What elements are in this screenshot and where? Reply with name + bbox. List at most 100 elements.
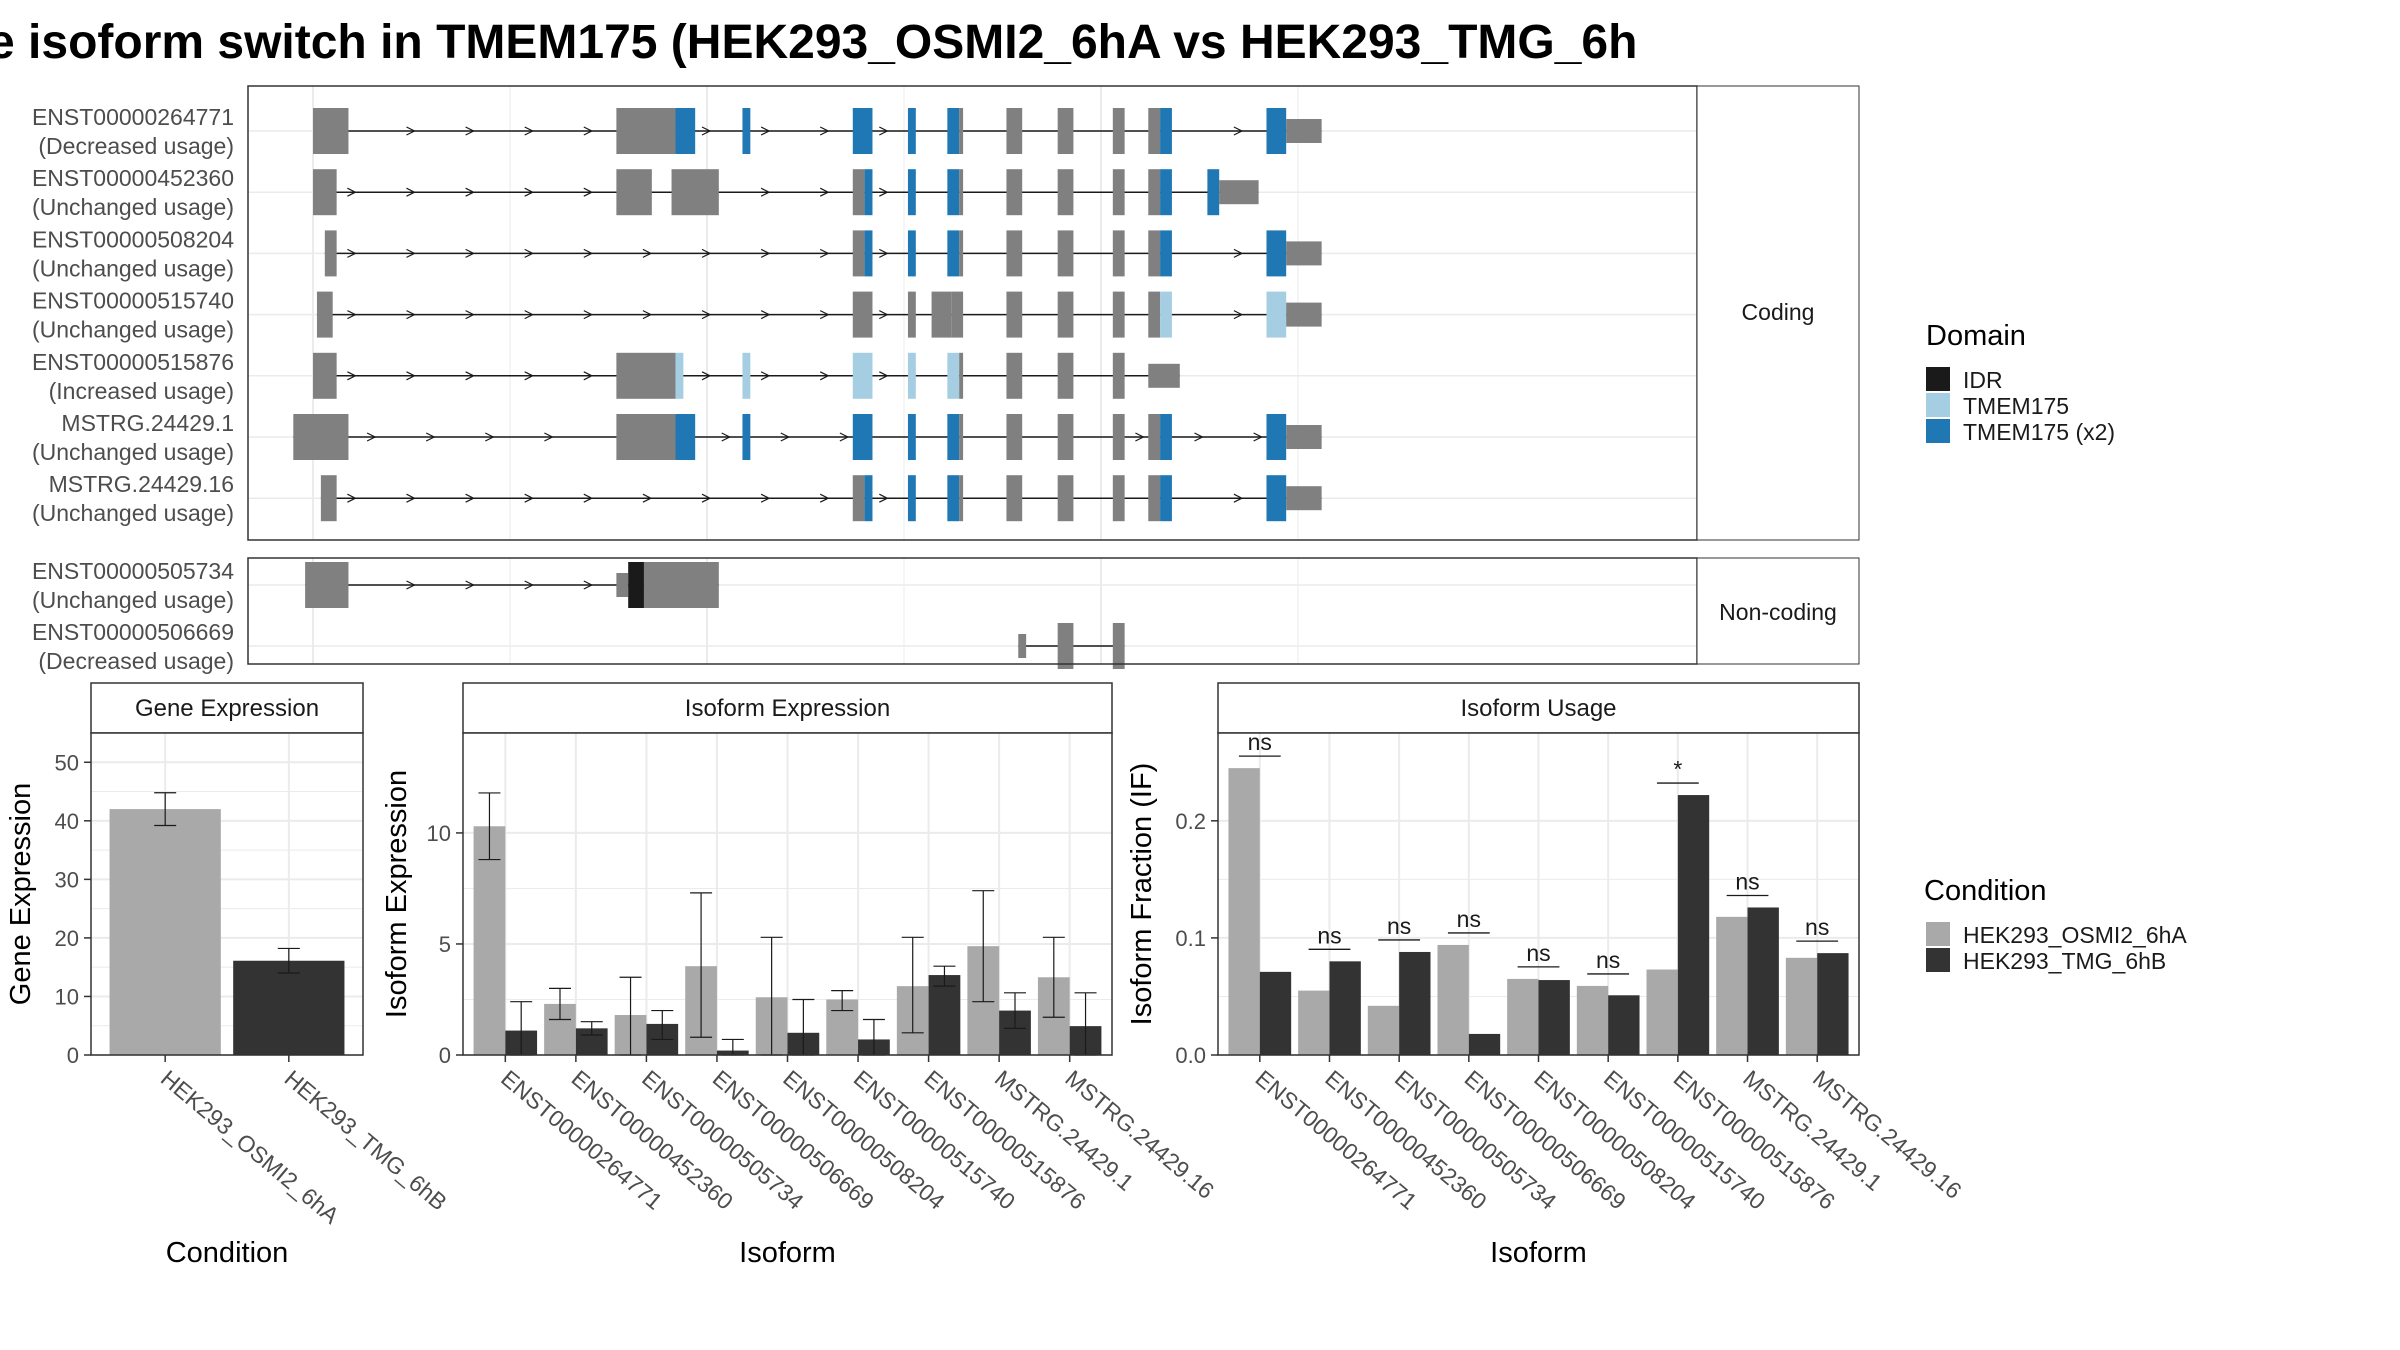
exon bbox=[1112, 623, 1125, 669]
intron-arrow bbox=[839, 432, 850, 442]
intron-arrow bbox=[721, 432, 732, 442]
y-tick-label: 0.2 bbox=[1175, 809, 1206, 834]
figure-title: e isoform switch in TMEM175 (HEK293_OSMI… bbox=[0, 16, 1637, 69]
domain-exon bbox=[907, 169, 916, 216]
x-axis-title: Condition bbox=[166, 1237, 289, 1269]
intron-arrow bbox=[879, 126, 889, 136]
exon bbox=[852, 169, 865, 216]
intron-arrow bbox=[879, 310, 889, 320]
facet-strip-title: Isoform Expression bbox=[685, 695, 890, 722]
legend-swatch-tmem175 bbox=[1926, 393, 1950, 417]
intron-arrow bbox=[406, 248, 416, 258]
bar bbox=[1329, 961, 1361, 1055]
exon bbox=[1112, 169, 1125, 216]
domain-exon bbox=[852, 108, 873, 154]
intron-arrow bbox=[347, 310, 357, 320]
transcript-usage-label: (Decreased usage) bbox=[38, 133, 234, 159]
transcript-id-label: ENST00000506669 bbox=[32, 619, 234, 645]
intron-arrow bbox=[406, 580, 416, 590]
intron-arrow bbox=[583, 371, 594, 381]
intron-arrow bbox=[347, 187, 357, 197]
bar bbox=[1298, 990, 1330, 1055]
exon bbox=[1006, 475, 1023, 522]
domain-exon bbox=[947, 352, 960, 399]
intron-arrow bbox=[347, 493, 357, 503]
intron-arrow bbox=[583, 580, 594, 590]
exon bbox=[1286, 302, 1322, 327]
exon bbox=[1057, 230, 1074, 277]
exon bbox=[959, 352, 964, 399]
intron-arrow bbox=[879, 493, 889, 503]
domain-exon bbox=[1266, 475, 1287, 522]
bar bbox=[1367, 1005, 1400, 1055]
intron-arrow bbox=[819, 371, 830, 381]
domain-exon bbox=[947, 108, 960, 154]
y-tick-label: 40 bbox=[55, 809, 79, 834]
intron-arrow bbox=[583, 187, 594, 197]
legend-label-tmem175: TMEM175 bbox=[1963, 393, 2069, 419]
domain-exon bbox=[947, 230, 960, 277]
exon bbox=[1112, 352, 1125, 399]
bar bbox=[1538, 980, 1570, 1055]
domain-exon bbox=[1207, 169, 1220, 216]
intron-arrow bbox=[760, 371, 771, 381]
strip-coding-label: Coding bbox=[1742, 299, 1815, 325]
bar bbox=[1228, 768, 1260, 1055]
exon bbox=[1057, 623, 1074, 669]
y-tick-label: 0 bbox=[439, 1043, 451, 1068]
exon bbox=[959, 169, 964, 216]
exon bbox=[305, 562, 349, 608]
domain-exon bbox=[1266, 414, 1287, 460]
transcript-id-label: MSTRG.24429.1 bbox=[61, 410, 234, 436]
transcript-usage-label: (Unchanged usage) bbox=[32, 255, 234, 281]
domain-exon bbox=[1266, 291, 1287, 338]
y-tick-label: 20 bbox=[55, 926, 79, 951]
significance-label: ns bbox=[1526, 940, 1550, 966]
legend-label-idr: IDR bbox=[1963, 367, 2003, 393]
structure-panel-bg bbox=[248, 558, 1697, 664]
domain-exon bbox=[675, 108, 696, 154]
intron-arrow bbox=[406, 310, 416, 320]
intron-arrow bbox=[485, 432, 495, 442]
y-tick-label: 0 bbox=[67, 1043, 79, 1068]
domain-exon bbox=[864, 475, 873, 522]
exon bbox=[313, 108, 349, 154]
strip-noncoding-label: Non-coding bbox=[1719, 599, 1837, 625]
legend-swatch-tmem175-x2 bbox=[1926, 419, 1950, 443]
exon bbox=[293, 414, 349, 460]
domain-exon bbox=[852, 414, 873, 460]
facet-strip bbox=[90, 682, 364, 734]
domain-legend-title: Domain bbox=[1926, 320, 2026, 352]
exon bbox=[852, 475, 865, 522]
significance-label: ns bbox=[1596, 947, 1620, 973]
intron-arrow bbox=[760, 493, 771, 503]
legend-label-cond1: HEK293_OSMI2_6hA bbox=[1963, 922, 2187, 948]
transcript-usage-label: (Unchanged usage) bbox=[32, 500, 234, 526]
legend-label-cond2: HEK293_TMG_6hB bbox=[1963, 948, 2166, 974]
intron-arrow bbox=[583, 493, 594, 503]
intron-arrow bbox=[406, 187, 416, 197]
intron-arrow bbox=[465, 187, 475, 197]
intron-arrow bbox=[819, 187, 830, 197]
domain-exon bbox=[947, 475, 960, 522]
intron-arrow bbox=[1233, 126, 1244, 136]
exon bbox=[316, 291, 333, 338]
intron-arrow bbox=[1233, 248, 1244, 258]
bar bbox=[1785, 957, 1818, 1055]
bar bbox=[1817, 953, 1849, 1055]
y-axis-title: Isoform Fraction (IF) bbox=[1126, 763, 1158, 1026]
intron-arrow bbox=[465, 126, 475, 136]
y-tick-label: 0.1 bbox=[1175, 926, 1206, 951]
bar bbox=[1437, 944, 1469, 1055]
intron-arrow bbox=[524, 248, 535, 258]
exon bbox=[671, 169, 719, 216]
transcript-id-label: ENST00000515876 bbox=[32, 349, 234, 375]
intron-arrow bbox=[406, 126, 416, 136]
bar bbox=[1646, 969, 1678, 1055]
bar bbox=[928, 975, 961, 1055]
bar bbox=[1747, 907, 1779, 1055]
transcript-usage-label: (Unchanged usage) bbox=[32, 439, 234, 465]
intron-arrow bbox=[1194, 432, 1204, 442]
intron-arrow bbox=[701, 493, 712, 503]
